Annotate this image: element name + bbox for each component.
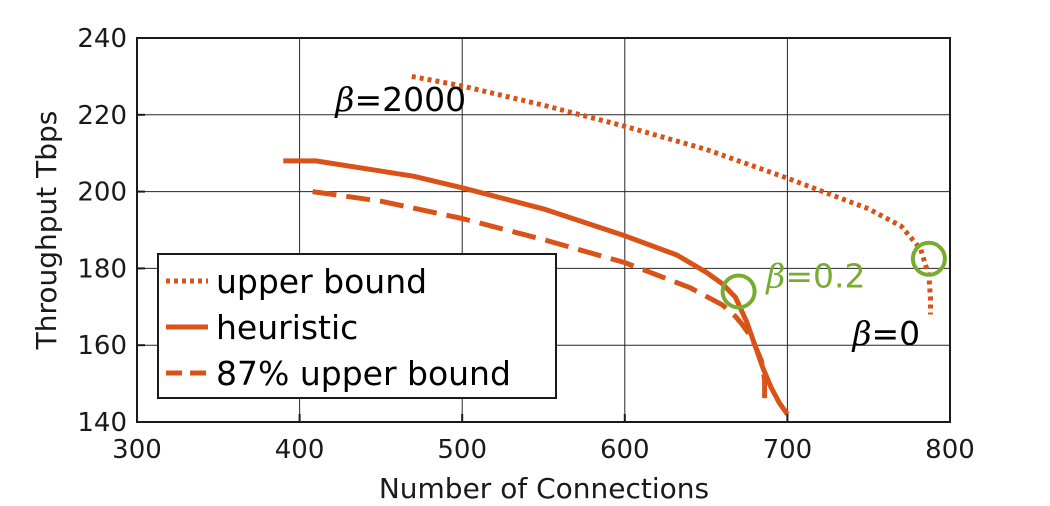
highlight-marker: [910, 240, 947, 277]
y-axis-label: Throughput Tbps: [30, 111, 63, 351]
y-tick-label: 160: [77, 331, 127, 361]
x-tick-label: 700: [763, 435, 813, 465]
y-tick-label: 200: [77, 178, 127, 208]
legend-box: [157, 253, 557, 399]
series-lines: [283, 73, 933, 416]
legend-label: 87% upper bound: [216, 354, 511, 393]
series-line-1: [411, 73, 933, 315]
beta-annotation: β=0: [850, 314, 920, 353]
marker-group: [720, 240, 947, 310]
legend-label: upper bound: [216, 262, 427, 301]
y-tick-label: 140: [77, 408, 127, 438]
legend-label: heuristic: [216, 308, 358, 347]
x-tick-label: 600: [600, 435, 650, 465]
x-tick-label: 300: [112, 435, 162, 465]
x-tick-label: 500: [437, 435, 487, 465]
beta-annotation: β=0.2: [764, 257, 865, 296]
x-tick-label: 800: [925, 435, 975, 465]
highlight-marker: [720, 273, 757, 310]
plot-frame: [136, 37, 951, 423]
x-axis-label: Number of Connections: [379, 472, 709, 505]
legend: upper bound heuristic 87% upper bound: [157, 253, 557, 399]
series-line-3: [312, 189, 768, 399]
y-tick-label: 220: [77, 101, 127, 131]
y-tick-label: 240: [77, 24, 127, 54]
x-tick-label: 400: [275, 435, 325, 465]
series-line-2: [283, 158, 790, 416]
beta-annotation: β=2000: [333, 80, 466, 119]
y-tick-label: 180: [77, 254, 127, 284]
annotation-group: β=2000 β=0.2 β=0: [333, 80, 920, 353]
tick-labels: 300 400 500 600 700 800 140 160 180 200 220 240: [77, 24, 974, 465]
